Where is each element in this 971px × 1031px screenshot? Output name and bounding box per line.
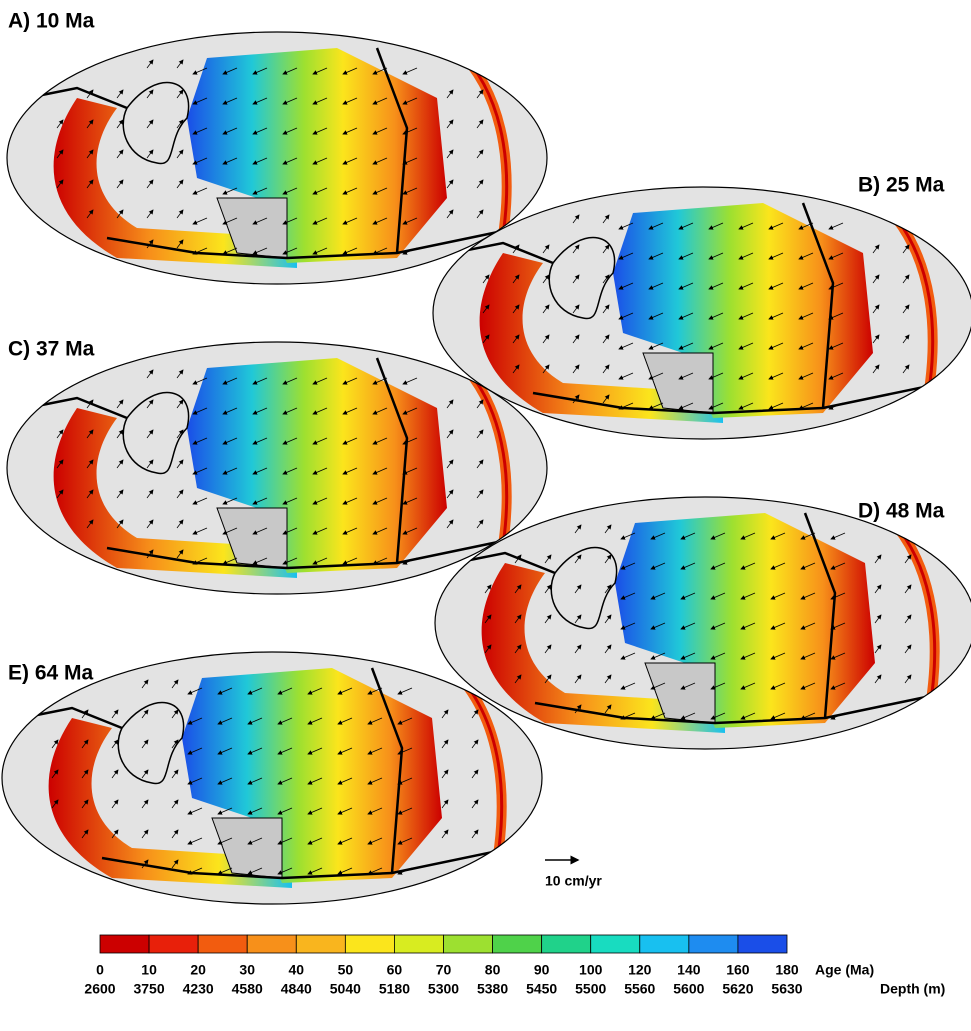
colorbar-segment (149, 935, 198, 953)
scale-label: 10 cm/yr (545, 873, 602, 889)
map-panels: A) 10 Ma B) 25 Ma C) 37 Ma D) 48 Ma E) 64 Ma (2, 10, 971, 904)
age-label: 20 (190, 962, 206, 978)
depth-label: 5500 (575, 981, 606, 997)
age-label: 140 (677, 962, 701, 978)
depth-label: 4840 (281, 981, 312, 997)
colorbar-segment (493, 935, 542, 953)
panel-label: D) 48 Ma (858, 500, 945, 523)
colorbar-segment (345, 935, 394, 953)
age-title: Age (Ma) (815, 962, 874, 978)
age-label: 80 (485, 962, 501, 978)
depth-label: 2600 (84, 981, 115, 997)
age-label: 160 (726, 962, 750, 978)
map-panel: E) 64 Ma (2, 652, 542, 904)
age-label: 0 (96, 962, 104, 978)
colorbar-segment (591, 935, 640, 953)
colorbar-segment (444, 935, 493, 953)
age-label: 40 (288, 962, 304, 978)
depth-label: 4230 (183, 981, 214, 997)
depth-label: 5630 (771, 981, 802, 997)
panel-label: B) 25 Ma (858, 174, 945, 197)
panel-label: A) 10 Ma (8, 10, 95, 33)
colorbar: 0 2600 10 3750 20 4230 30 4580 40 4840 50 5040 60 518… (84, 935, 945, 997)
age-label: 50 (338, 962, 354, 978)
colorbar-segment (198, 935, 247, 953)
age-label: 120 (628, 962, 652, 978)
age-label: 30 (239, 962, 255, 978)
depth-label: 5180 (379, 981, 410, 997)
age-label: 180 (775, 962, 799, 978)
map-panel: A) 10 Ma (7, 10, 547, 284)
map-panel: D) 48 Ma (435, 497, 971, 749)
depth-label: 4580 (232, 981, 263, 997)
age-label: 90 (534, 962, 550, 978)
depth-label: 3750 (133, 981, 164, 997)
colorbar-segment (738, 935, 787, 953)
depth-label: 5300 (428, 981, 459, 997)
depth-label: 5560 (624, 981, 655, 997)
colorbar-segment (296, 935, 345, 953)
colorbar-segment (394, 935, 443, 953)
depth-label: 5040 (330, 981, 361, 997)
colorbar-segment (640, 935, 689, 953)
figure: A) 10 Ma B) 25 Ma C) 37 Ma D) 48 Ma E) 64 Ma… (0, 0, 971, 1031)
panel-label: C) 37 Ma (8, 338, 95, 361)
map-panel: C) 37 Ma (7, 338, 547, 594)
colorbar-segment (689, 935, 738, 953)
age-label: 100 (579, 962, 603, 978)
panel-label: E) 64 Ma (8, 662, 94, 685)
colorbar-segment (542, 935, 591, 953)
depth-title: Depth (m) (880, 981, 945, 997)
age-label: 10 (141, 962, 157, 978)
depth-label: 5620 (722, 981, 753, 997)
depth-label: 5600 (673, 981, 704, 997)
depth-label: 5380 (477, 981, 508, 997)
colorbar-segment (247, 935, 296, 953)
colorbar-segment (100, 935, 149, 953)
depth-label: 5450 (526, 981, 557, 997)
age-label: 70 (436, 962, 452, 978)
age-label: 60 (387, 962, 403, 978)
